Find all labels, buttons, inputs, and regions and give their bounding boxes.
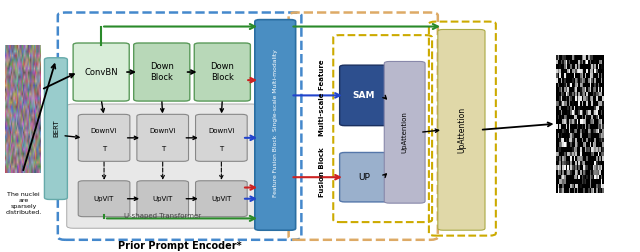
Text: Fusion Block: Fusion Block — [319, 148, 324, 197]
Text: DownVi: DownVi — [208, 128, 234, 134]
FancyBboxPatch shape — [195, 43, 250, 101]
Text: UpViT: UpViT — [152, 196, 173, 202]
Text: T: T — [102, 146, 106, 152]
FancyBboxPatch shape — [67, 104, 258, 228]
FancyBboxPatch shape — [78, 181, 130, 217]
Text: ConvBN: ConvBN — [84, 68, 118, 77]
FancyBboxPatch shape — [196, 181, 247, 217]
Text: Feature Fusion Block: Feature Fusion Block — [273, 135, 278, 197]
FancyBboxPatch shape — [73, 43, 129, 101]
Text: Single-scale Multi-modality: Single-scale Multi-modality — [273, 49, 278, 131]
FancyBboxPatch shape — [78, 114, 130, 161]
FancyBboxPatch shape — [384, 61, 425, 203]
Text: Down
Block: Down Block — [150, 62, 173, 82]
Text: Down
Block: Down Block — [211, 62, 234, 82]
Text: U-shaped Transformer: U-shaped Transformer — [124, 213, 201, 219]
FancyBboxPatch shape — [137, 114, 189, 161]
FancyBboxPatch shape — [137, 181, 189, 217]
Text: UpViT: UpViT — [94, 196, 114, 202]
Text: DownVi: DownVi — [91, 128, 117, 134]
Text: BERT: BERT — [53, 120, 59, 137]
FancyBboxPatch shape — [44, 58, 67, 200]
Text: Multi-scale Feature: Multi-scale Feature — [319, 60, 324, 136]
Text: UpAttention: UpAttention — [457, 107, 466, 153]
FancyBboxPatch shape — [134, 43, 190, 101]
Text: UpViT: UpViT — [211, 196, 232, 202]
Text: The nuclei
are
sparsely
distributed.: The nuclei are sparsely distributed. — [6, 193, 42, 215]
Text: T: T — [220, 146, 223, 152]
FancyBboxPatch shape — [438, 29, 485, 230]
FancyBboxPatch shape — [196, 114, 247, 161]
FancyBboxPatch shape — [340, 65, 388, 126]
Text: UP: UP — [358, 173, 370, 182]
FancyBboxPatch shape — [340, 152, 388, 202]
Text: UpAttention: UpAttention — [402, 111, 408, 153]
Text: SAM: SAM — [353, 91, 375, 100]
Text: T: T — [161, 146, 165, 152]
FancyBboxPatch shape — [255, 20, 296, 230]
Text: Prior Prompt Encoder*: Prior Prompt Encoder* — [118, 241, 241, 251]
Text: DownVi: DownVi — [150, 128, 176, 134]
